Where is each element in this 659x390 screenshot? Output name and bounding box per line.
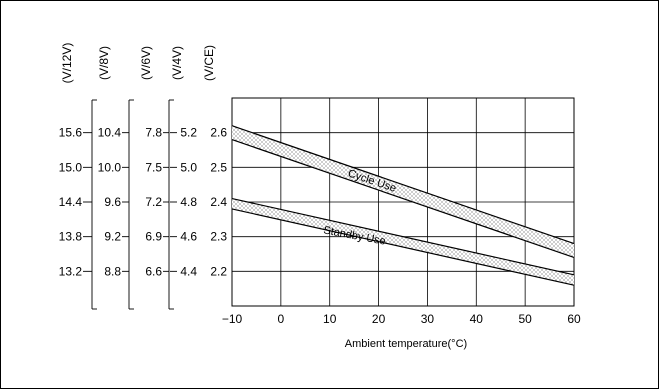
voltage-scale: (V/12V) 15.6 15.0 14.4 13.8 13.2 [59, 43, 97, 310]
band-upper-line [231, 197, 575, 276]
scale-unit-label: (V/8V) [97, 46, 111, 80]
y-tick-label: 6.6 [145, 264, 162, 278]
scale-unit-label: (V/4V) [170, 46, 184, 80]
x-ticks: −10 0 10 20 30 40 50 60 [222, 312, 581, 326]
band-fill [232, 125, 574, 258]
y-tick-label: 7.8 [145, 126, 162, 140]
y-tick-label: 7.5 [145, 160, 162, 174]
voltage-scale: (V/8V) 10.4 10.0 9.6 9.2 8.8 [97, 46, 134, 310]
band-fill [232, 198, 574, 286]
x-tick-label: −10 [222, 312, 243, 326]
y-tick-label: 6.9 [145, 230, 162, 244]
x-tick-label: 10 [323, 312, 337, 326]
band-lower-line [231, 139, 575, 259]
y-tick-label: 2.5 [210, 160, 227, 174]
y-tick-label: 5.0 [180, 160, 197, 174]
y-tick-label: 14.4 [59, 195, 83, 209]
x-tick-label: 50 [518, 312, 532, 326]
y-tick-label: 4.4 [180, 264, 197, 278]
band-upper-line [231, 125, 575, 245]
y-tick-label: 9.6 [104, 195, 121, 209]
y-tick-label: 10.0 [98, 160, 122, 174]
x-axis-title: Ambient temperature(°C) [345, 338, 467, 350]
y-tick-label: 9.2 [104, 230, 121, 244]
voltage-scales: (V/12V) 15.6 15.0 14.4 13.8 13.2 (V/8V) 10.4 10.… [59, 43, 227, 310]
y-tick-label: 5.2 [180, 126, 197, 140]
y-tick-label: 2.6 [210, 126, 227, 140]
y-tick-label: 2.3 [210, 230, 227, 244]
voltage-scale: (V/6V) 7.8 7.5 7.2 6.9 6.6 [139, 46, 174, 310]
x-tick-label: 30 [421, 312, 435, 326]
y-tick-label: 13.2 [59, 264, 83, 278]
x-tick-label: 60 [567, 312, 581, 326]
series-band: Standby Use [231, 197, 575, 286]
x-tick-label: 40 [470, 312, 484, 326]
y-tick-label: 13.8 [59, 230, 83, 244]
y-tick-label: 10.4 [98, 126, 122, 140]
x-tick-label: 20 [372, 312, 386, 326]
scale-unit-label: (V/12V) [60, 43, 74, 84]
x-tick-label: 0 [278, 312, 285, 326]
y-tick-label: 2.4 [210, 195, 227, 209]
grid [231, 97, 575, 307]
y-tick-label: 7.2 [145, 195, 162, 209]
voltage-scale: (V/CE) 2.6 2.5 2.4 2.3 2.2 [202, 45, 227, 278]
y-tick-label: 4.8 [180, 195, 197, 209]
series-label: Cycle Use [346, 168, 397, 195]
scale-unit-label: (V/6V) [139, 46, 153, 80]
voltage-scale: (V/4V) 5.2 5.0 4.8 4.6 4.4 [170, 46, 197, 278]
band-lower-line [231, 208, 575, 286]
y-tick-label: 4.6 [180, 230, 197, 244]
y-tick-label: 2.2 [210, 264, 227, 278]
y-tick-label: 15.6 [59, 126, 83, 140]
scale-unit-label: (V/CE) [202, 45, 216, 81]
y-tick-label: 8.8 [104, 264, 121, 278]
y-tick-label: 15.0 [59, 160, 83, 174]
